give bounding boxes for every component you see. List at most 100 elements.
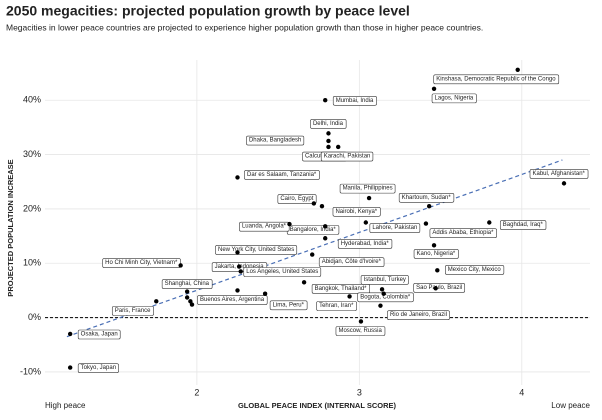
point-label: Mexico City, Mexico	[445, 265, 505, 275]
point-label-text: Dar es Salaam, Tanzania*	[247, 172, 317, 178]
point	[235, 175, 240, 180]
point-label: Dhaka, Bangladesh	[246, 135, 305, 146]
point-label: Mumbai, India	[332, 95, 377, 106]
point-label-text: Abidjan, Côte d'Ivoire*	[322, 259, 382, 265]
point-label-text: Paris, France	[115, 308, 151, 314]
point-label: Abidjan, Côte d'Ivoire*	[318, 257, 385, 267]
point	[431, 86, 437, 92]
label-box	[413, 283, 466, 293]
point-label: Kinshasa, Democratic Republic of the Con…	[433, 74, 560, 85]
x-tick-label: 3	[357, 387, 362, 397]
point-label-text: Karachi, Pakistan	[324, 154, 371, 160]
chart-title: 2050 megacities: projected population gr…	[6, 3, 410, 19]
label-box	[197, 295, 268, 305]
label-box	[339, 183, 396, 194]
label-box	[316, 301, 357, 311]
point	[235, 250, 240, 255]
point-label-text: Bangalore, India*	[290, 227, 337, 233]
label-box	[445, 265, 505, 275]
label-box	[332, 95, 377, 106]
point	[323, 236, 328, 241]
point	[188, 299, 193, 304]
label-box	[246, 135, 305, 146]
point-label: Bangalore, India*	[286, 225, 340, 235]
point-label-text: Luanda, Angola*	[242, 224, 287, 230]
point-label-text: New York City, United States	[218, 247, 294, 253]
label-box	[310, 119, 347, 129]
label-box	[369, 223, 421, 233]
point-label-text: Mexico City, Mexico	[448, 267, 502, 273]
point	[515, 67, 520, 72]
point	[189, 302, 195, 307]
point-label: Baghdad, Iraq*	[499, 220, 547, 230]
point-label-text: Los Angeles, United States	[246, 269, 318, 275]
label-box	[269, 300, 308, 311]
point	[319, 203, 325, 209]
point	[178, 263, 183, 268]
label-box	[111, 306, 154, 316]
point-label-text: Sao Paulo, Brazil	[416, 285, 462, 291]
point-label: Hyderabad, India*	[337, 239, 393, 249]
label-box	[398, 192, 455, 203]
x-low-label: High peace	[45, 401, 86, 410]
point	[426, 203, 432, 209]
point-label-text: Dhaka, Bangladesh	[249, 138, 301, 144]
point-label: Bangkok, Thailand*	[311, 284, 370, 294]
point-label-text: Addis Ababa, Ethiopia*	[432, 230, 494, 236]
point-label-text: Kano, Nigeria*	[417, 251, 456, 257]
point-label: Osaka, Japan	[77, 329, 121, 340]
point-label: Paris, France	[111, 306, 154, 316]
label-box	[311, 284, 370, 294]
point	[561, 181, 567, 186]
label-box	[277, 194, 317, 204]
x-tick-label: 4	[519, 387, 524, 397]
point-label-text: Lagos, Nigeria	[435, 95, 474, 101]
y-tick-label: 40%	[23, 95, 41, 105]
point	[487, 220, 492, 225]
point-label-text: Bogota, Colombia*	[360, 294, 411, 300]
point-label: Rio de Janeiro, Brazil	[387, 310, 450, 321]
label-box	[337, 239, 393, 249]
label-box	[429, 228, 497, 238]
point-label: Dar es Salaam, Tanzania*	[244, 170, 320, 180]
point	[154, 299, 159, 304]
point-label: Kano, Nigeria*	[413, 249, 459, 259]
x-high-label: Low peace	[551, 401, 590, 410]
point	[184, 295, 190, 300]
label-box	[318, 257, 385, 267]
point	[363, 220, 369, 225]
point-label-text: Tehran, Iran*	[319, 303, 354, 309]
point	[236, 264, 242, 269]
label-box	[433, 74, 560, 85]
point-label-text: Istanbul, Turkey	[364, 277, 406, 283]
point-label: Manila, Philippines	[339, 183, 396, 194]
point	[287, 221, 292, 227]
point-label: Tehran, Iran*	[316, 301, 357, 311]
label-box	[360, 275, 409, 285]
point-label-text: Lahore, Pakistan	[372, 225, 417, 231]
point	[431, 243, 437, 248]
point	[301, 280, 307, 285]
point-label-text: Osaka, Japan	[81, 331, 118, 337]
point-label: Moscow, Russia	[335, 326, 386, 336]
point-label: Shanghai, China	[161, 279, 213, 289]
point-label: Khartoum, Sudan*	[398, 192, 455, 203]
label-box	[102, 258, 181, 268]
y-tick-label: 30%	[23, 149, 41, 159]
point	[379, 287, 385, 292]
point	[381, 291, 386, 296]
point	[347, 294, 352, 299]
x-axis-label: GLOBAL PEACE INDEX (INTERNAL SCORE)	[238, 401, 397, 410]
point	[336, 144, 341, 150]
y-tick-label: 10%	[23, 258, 41, 268]
label-box	[77, 329, 121, 340]
point-label: Ho Chi Minh City, Vietnam*	[102, 258, 181, 268]
point	[67, 365, 73, 370]
point-label: Lahore, Pakistan	[369, 223, 421, 233]
label-box	[499, 220, 547, 230]
y-tick-label: 0%	[28, 312, 41, 322]
point-label-text: Baghdad, Iraq*	[503, 222, 544, 228]
point-label-text: Delhi, India	[313, 121, 344, 127]
point	[262, 291, 268, 296]
point-label-text: Cairo, Egypt	[280, 196, 313, 202]
